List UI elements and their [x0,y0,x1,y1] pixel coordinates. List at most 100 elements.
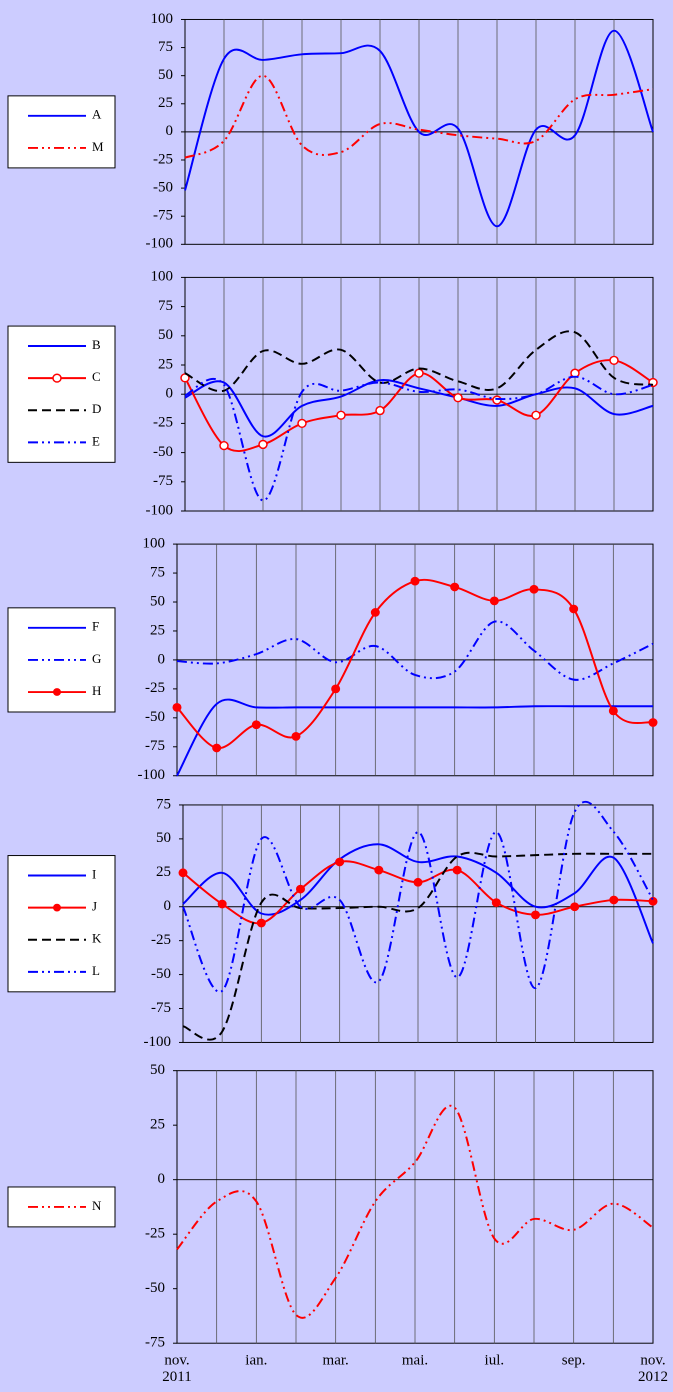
marker [413,877,423,887]
marker [414,368,424,378]
legend-label: I [92,868,96,882]
marker [258,439,268,450]
x-tick-label: ian. [245,1352,268,1369]
y-tick-label: 75 [158,298,173,314]
y-tick-label: -75 [145,738,165,754]
marker [296,884,305,894]
y-tick-label: 100 [150,11,173,27]
marker [531,410,541,420]
marker [569,604,579,614]
marker [410,576,420,586]
series-line [184,29,654,228]
y-tick-label: 50 [150,1062,165,1078]
marker [609,895,619,905]
x-tick-label-box: nov. 2012 [638,1352,668,1386]
x-tick-label-box: mai. [401,1352,429,1369]
legend-label: N [92,1199,101,1213]
series-line [182,851,653,1041]
y-tick-label: 50 [158,327,173,343]
series-line [184,379,654,438]
y-tick-label: -25 [153,415,173,431]
legend-marker [53,903,61,912]
x-tick-label: nov. 2012 [638,1352,668,1386]
y-tick-label: -25 [145,680,165,696]
y-tick-label: -50 [145,709,165,725]
y-tick-label: 75 [156,796,171,812]
y-tick-label: -50 [151,966,171,982]
legend-label: D [92,402,101,416]
y-tick-label: 75 [150,565,165,581]
marker [256,918,266,928]
x-tick-label-box: ian. [245,1352,268,1369]
series-line [184,330,654,393]
y-tick-label: -25 [145,1226,165,1242]
x-tick-label-box: nov. 2011 [162,1352,192,1386]
y-tick-label: 0 [157,651,165,667]
legend-label: E [92,434,100,448]
marker [492,395,502,405]
y-tick-label: 75 [158,39,173,55]
y-tick-label: 50 [150,594,165,610]
legend [7,325,116,463]
y-tick-label: -75 [153,208,173,224]
marker [648,718,658,727]
y-tick-label: 50 [158,67,173,83]
y-tick-label: -50 [153,180,173,196]
legend-marker [53,688,61,696]
series-line [176,1104,654,1319]
marker [529,584,539,594]
y-tick-label: 100 [142,536,165,552]
x-tick-label: mai. [401,1352,429,1369]
series-line [184,375,654,502]
y-tick-label: 25 [156,864,171,880]
y-tick-label: 0 [165,386,173,402]
y-tick-label: 25 [150,1117,165,1133]
marker [331,684,341,694]
legend-label: H [92,684,101,698]
y-tick-label: -75 [153,473,173,489]
series-line [182,800,654,993]
y-tick-label: 50 [156,830,171,846]
legend-label: C [92,370,101,384]
series-line [176,620,654,681]
marker [370,608,380,617]
x-tick-label: nov. 2011 [162,1352,192,1386]
marker [453,393,463,403]
y-tick-label: -50 [153,444,173,460]
legend-label: L [92,964,100,978]
marker [217,899,227,909]
x-tick-label: sep. [561,1352,586,1369]
y-tick-label: -100 [144,1034,171,1050]
legend [7,95,116,169]
y-tick-label: -100 [146,503,173,519]
marker [178,868,188,878]
y-tick-label: 0 [157,1171,165,1187]
marker [648,896,658,906]
y-tick-label: -25 [153,151,173,167]
x-tick-label-box: sep. [561,1352,586,1369]
y-tick-label: 0 [163,898,171,914]
y-tick-label: -25 [151,932,171,948]
marker [531,910,540,920]
marker [609,355,619,365]
y-tick-label: -50 [145,1280,165,1296]
x-tick-label-box: mar. [323,1353,349,1369]
marker [172,703,182,712]
legend-label: J [92,900,97,914]
marker [336,410,346,420]
legend-label: B [92,338,101,352]
marker [374,865,384,875]
marker [219,440,229,451]
legend-label: G [92,652,101,666]
legend-label: A [92,108,102,122]
legend-label: K [92,932,102,946]
marker [491,898,501,908]
y-tick-label: -100 [146,236,173,252]
marker [570,902,580,912]
x-tick-label: iul. [484,1352,505,1369]
legend-label: M [92,140,104,154]
marker [375,405,385,416]
legend-label: F [92,620,99,634]
